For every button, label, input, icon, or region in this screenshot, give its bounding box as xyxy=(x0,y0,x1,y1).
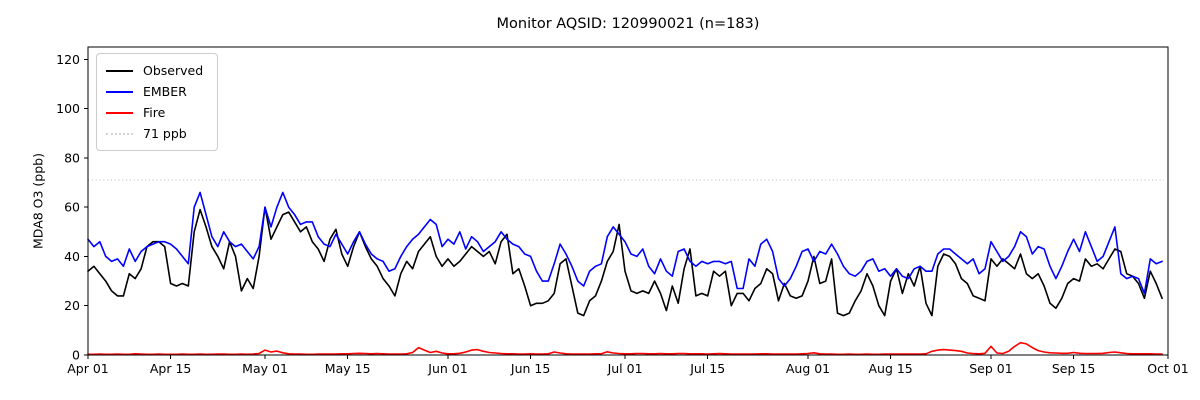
observed-line-swatch xyxy=(106,69,133,72)
chart-title: Monitor AQSID: 120990021 (n=183) xyxy=(496,16,760,32)
x-tick-label: May 01 xyxy=(242,361,288,376)
ember-line-swatch xyxy=(106,90,133,93)
x-tick-label: Apr 15 xyxy=(150,361,192,376)
x-tick-label: Aug 15 xyxy=(868,361,912,376)
legend-item-threshold: 71 ppb xyxy=(106,123,203,144)
plot-border xyxy=(87,46,1169,356)
observed-series-line xyxy=(87,206,1163,317)
legend-label-fire: Fire xyxy=(143,105,166,120)
legend-label-observed: Observed xyxy=(143,63,204,78)
y-axis-label: MDA8 O3 (ppb) xyxy=(30,153,46,249)
y-tick-label: 60 xyxy=(64,200,80,215)
legend-label-threshold: 71 ppb xyxy=(143,126,187,141)
x-tick-label: Aug 01 xyxy=(786,361,830,376)
y-tick-label: 40 xyxy=(64,249,80,264)
y-tick-label: 120 xyxy=(56,52,80,67)
x-tick-label: Sep 01 xyxy=(969,361,1012,376)
fire-line-swatch xyxy=(106,111,133,114)
x-tick-label: Oct 01 xyxy=(1147,361,1189,376)
x-tick-label: May 15 xyxy=(325,361,371,376)
x-tick-label: Jun 15 xyxy=(510,361,550,376)
legend-item-fire: Fire xyxy=(106,102,203,123)
x-tick-label: Jul 15 xyxy=(689,361,725,376)
y-tick-label: 0 xyxy=(72,348,80,363)
legend: Observed EMBER Fire 71 ppb xyxy=(96,53,219,151)
legend-label-ember: EMBER xyxy=(143,84,187,99)
x-tick-label: Jul 01 xyxy=(607,361,643,376)
legend-item-observed: Observed xyxy=(106,60,203,81)
x-tick-label: Apr 01 xyxy=(67,361,109,376)
threshold-line-swatch xyxy=(106,132,133,135)
y-tick-label: 100 xyxy=(56,101,80,116)
fire-series-line xyxy=(87,341,1163,356)
x-tick-label: Jun 01 xyxy=(427,361,467,376)
x-tick-label: Sep 15 xyxy=(1052,361,1095,376)
ember-series-line xyxy=(87,191,1163,295)
y-tick-label: 20 xyxy=(64,298,80,313)
y-tick-label: 80 xyxy=(64,150,80,165)
legend-item-ember: EMBER xyxy=(106,81,203,102)
